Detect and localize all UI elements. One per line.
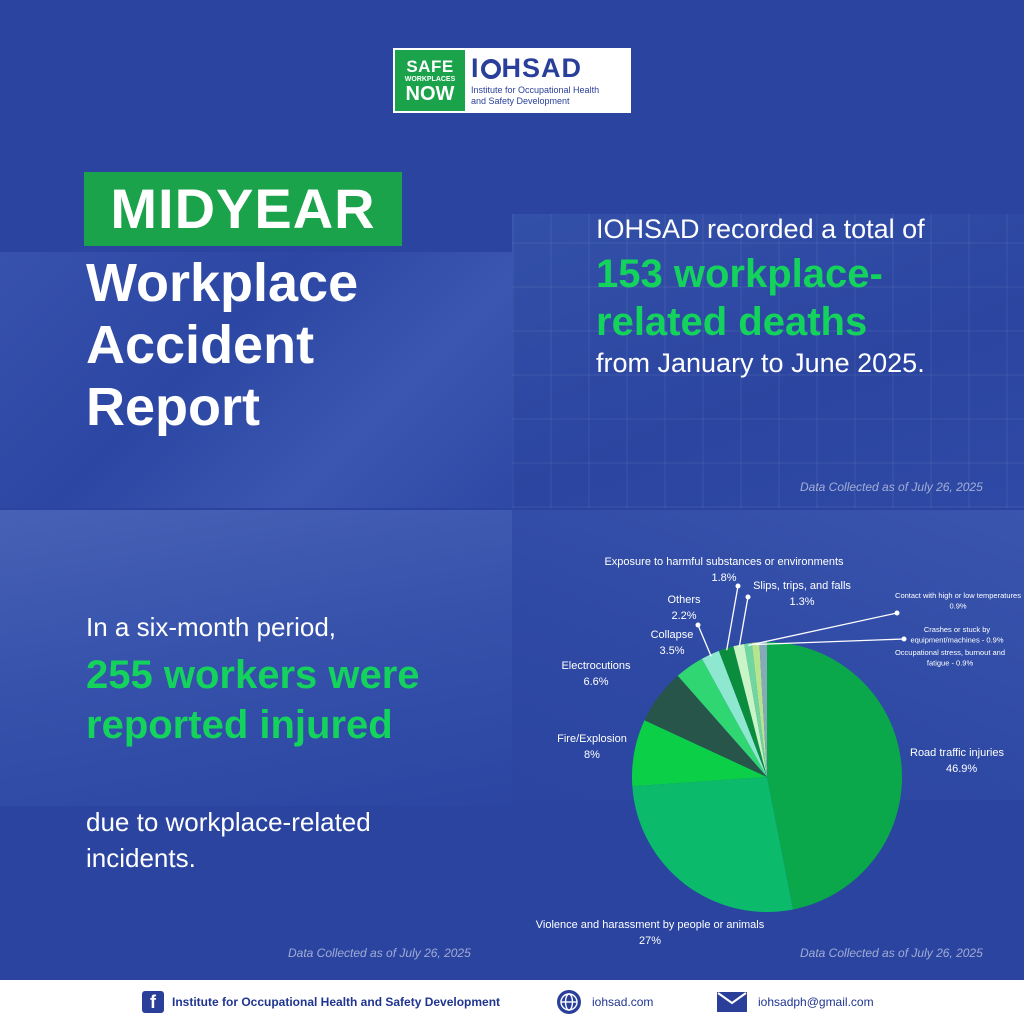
facebook-link[interactable]: f Institute for Occupational Health and … <box>142 980 500 1024</box>
title-line-1: Workplace <box>86 253 359 313</box>
title-line-3: Report <box>86 377 260 437</box>
email-text: iohsadph@gmail.com <box>758 995 874 1009</box>
leader-line <box>697 624 712 657</box>
pie-slice <box>632 777 794 912</box>
leader-line <box>726 585 739 651</box>
pie-slice <box>677 658 767 777</box>
logo-name-right: HSAD <box>501 53 583 84</box>
leader-dot <box>901 636 907 642</box>
injuries-caption: Data Collected as of July 26, 2025 <box>288 946 471 960</box>
logo-safe: SAFE <box>406 56 454 76</box>
leader-dot <box>735 583 741 589</box>
gear-icon <box>480 58 501 79</box>
safe-workplaces-now-logo: SAFE WORKPLACES NOW <box>395 50 465 111</box>
deaths-outro: from January to June 2025. <box>596 348 925 378</box>
globe-icon <box>557 990 581 1014</box>
pie-slice <box>718 646 767 777</box>
pie-slice <box>767 642 902 910</box>
pie-slice <box>701 650 767 777</box>
title-line-2: Accident <box>86 315 315 375</box>
logo-subtitle: Institute for Occupational Health and Sa… <box>471 85 623 106</box>
injuries-intro: In a six-month period, <box>86 612 337 642</box>
slice-label: Slips, trips, and falls 1.3% <box>753 580 851 608</box>
leader-line <box>738 596 749 648</box>
slice-label: Contact with high or low temperatures 0.9… <box>895 591 1021 611</box>
logo-name: I HSAD <box>471 55 623 82</box>
slice-label: Fire/Explosion 8% <box>557 733 627 761</box>
logo-name-left: I <box>471 53 480 84</box>
footer: f Institute for Occupational Health and … <box>0 980 1024 1024</box>
leader-dot <box>695 622 701 628</box>
facebook-text: Institute for Occupational Health and Sa… <box>172 995 501 1009</box>
pie-slice <box>759 642 767 777</box>
pie-slice <box>733 643 767 777</box>
slice-label: Occupational stress, burnout and fatigue … <box>895 648 1005 668</box>
slice-label: Collapse 3.5% <box>651 629 694 657</box>
leader-dot <box>745 594 751 600</box>
midyear-badge: MIDYEAR <box>84 172 402 246</box>
pie-chart: Road traffic injuries 46.9% Violence and h… <box>536 556 1021 947</box>
slice-label: Crashes or stuck by equipment/machines - … <box>911 625 1004 645</box>
mail-icon <box>717 992 747 1012</box>
email-link[interactable]: iohsadph@gmail.com <box>716 980 874 1024</box>
website-link[interactable]: iohsad.com <box>556 980 653 1024</box>
background-photo-construction <box>512 214 1024 508</box>
pie-slice <box>632 720 767 787</box>
slice-label: Exposure to harmful substances or enviro… <box>604 556 844 584</box>
logo-now: NOW <box>405 82 455 105</box>
report-title: Workplace Accident Report <box>86 252 358 438</box>
chart-caption: Data Collected as of July 26, 2025 <box>800 946 983 960</box>
slice-label: Road traffic injuries 46.9% <box>910 747 1004 775</box>
midyear-text: MIDYEAR <box>110 177 376 240</box>
logo: SAFE WORKPLACES NOW I HSAD Institute for… <box>393 48 631 113</box>
leader-dot <box>894 610 900 616</box>
injuries-highlight: 255 workers were reported injured <box>86 653 420 747</box>
background-photo-bus <box>0 510 512 806</box>
pie-slice <box>751 642 767 777</box>
facebook-icon: f <box>142 991 164 1013</box>
logo-workplaces: WORKPLACES <box>404 75 456 83</box>
deaths-highlight: 153 workplace-related deaths <box>596 252 883 344</box>
logo-subtitle-1: Institute for Occupational Health <box>471 85 600 96</box>
leader-line <box>748 612 898 646</box>
website-text: iohsad.com <box>592 995 654 1009</box>
logo-subtitle-2: and Safety Development <box>471 95 570 106</box>
pie-slice <box>744 642 767 777</box>
slice-label: Electrocutions 6.6% <box>561 660 631 688</box>
deaths-caption: Data Collected as of July 26, 2025 <box>800 480 983 494</box>
deaths-intro: IOHSAD recorded a total of <box>596 214 925 244</box>
injuries-outro: due to workplace-related incidents. <box>86 807 371 873</box>
slice-label: Others 2.2% <box>667 594 701 622</box>
pie-slice <box>644 675 767 777</box>
background-photo-tunnel <box>0 252 512 508</box>
slice-label: Violence and harassment by people or ani… <box>536 919 765 947</box>
leader-line <box>755 638 905 646</box>
iohsad-logo: I HSAD Institute for Occupational Health… <box>465 50 629 111</box>
